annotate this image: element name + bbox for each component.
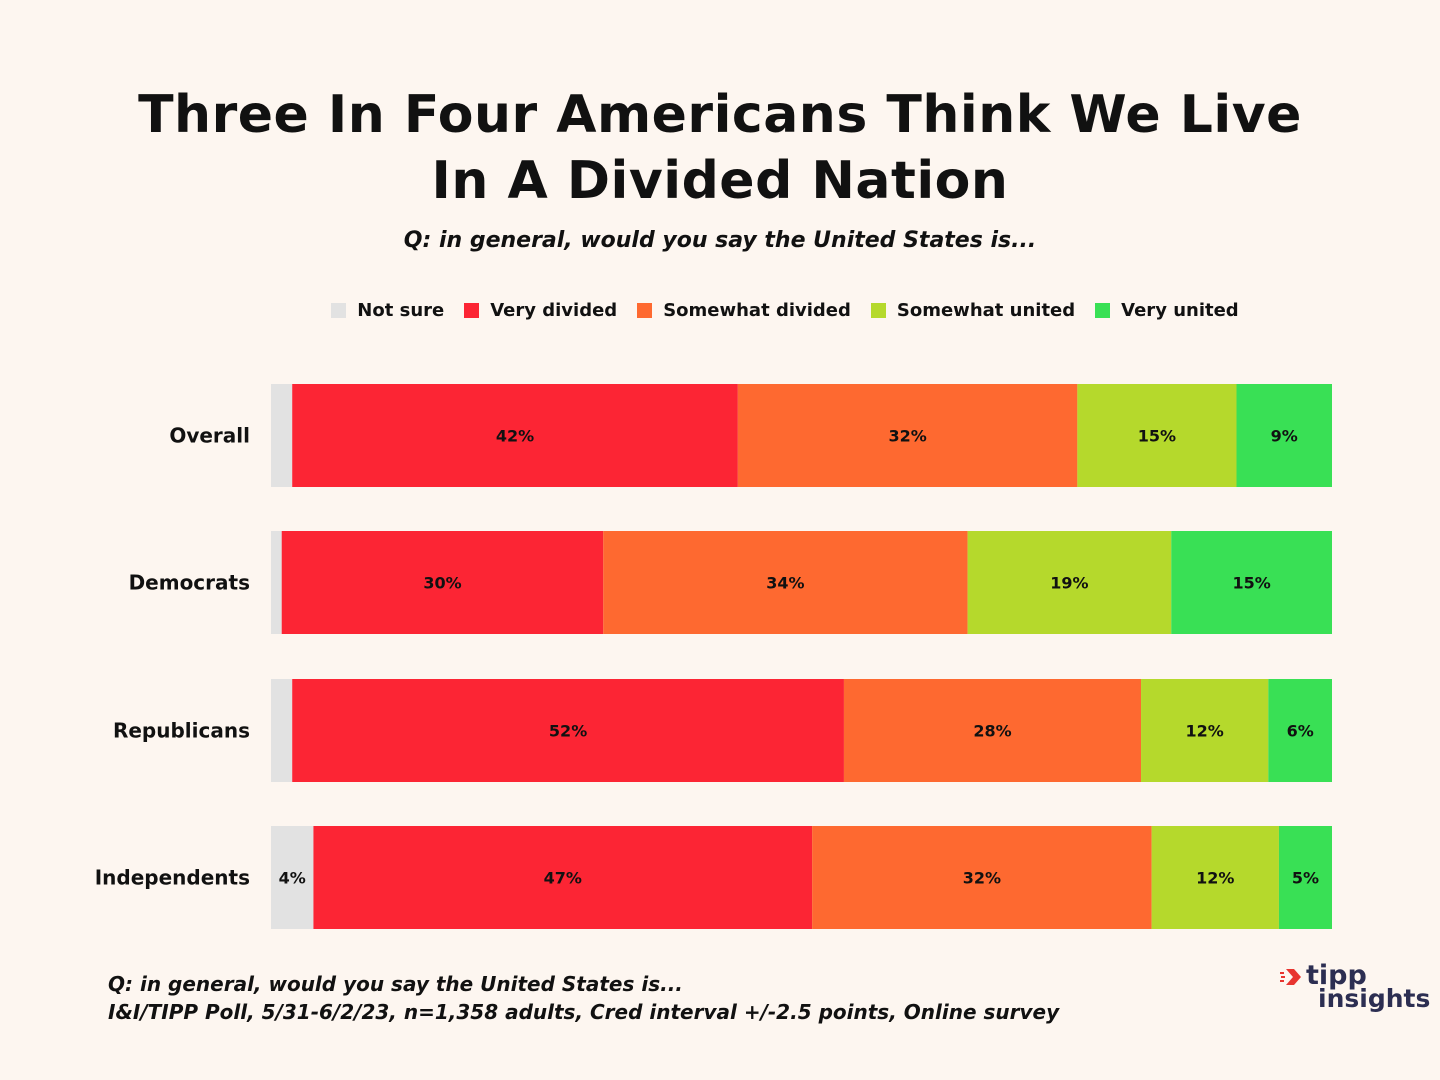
legend-swatch xyxy=(331,303,347,318)
category-label-democrats: Democrats xyxy=(129,571,250,595)
data-label: 32% xyxy=(963,869,1001,888)
bar-segment-overall-very-divided xyxy=(292,384,738,487)
legend-label: Somewhat united xyxy=(896,300,1076,321)
bar-segment-overall-somewhat-divided xyxy=(737,384,1078,487)
legend-swatch xyxy=(1095,303,1111,318)
bar-segment-overall-not-sure xyxy=(271,384,293,487)
bar-segment-democrats-somewhat-divided xyxy=(603,531,968,634)
bar-segment-overall-very-united xyxy=(1236,384,1332,487)
legend-label: Very united xyxy=(1121,300,1239,321)
chart-title: Three In Four Americans Think We Live In… xyxy=(138,85,1302,211)
data-label: 5% xyxy=(1292,869,1319,888)
data-label: 9% xyxy=(1271,427,1298,446)
legend-swatch xyxy=(870,303,886,318)
legend-label: Very divided xyxy=(490,300,618,321)
legend-item-somewhat-divided: Somewhat divided xyxy=(637,300,851,321)
footnote: Q: in general, would you say the United … xyxy=(108,970,1059,1026)
legend-label: Somewhat divided xyxy=(663,300,851,321)
bar-segment-overall-somewhat-united xyxy=(1077,384,1237,487)
bar-segment-republicans-very-divided xyxy=(292,679,844,782)
tipp-insights-logo: tipp insights xyxy=(1278,960,1431,1016)
bar-segment-democrats-not-sure xyxy=(271,531,282,634)
bar-segment-republicans-somewhat-united xyxy=(1141,679,1269,782)
data-label: 4% xyxy=(279,869,306,888)
data-label: 15% xyxy=(1138,427,1176,446)
legend-swatch xyxy=(637,303,653,318)
data-label: 47% xyxy=(544,869,582,888)
bar-segment-independents-not-sure xyxy=(271,826,314,929)
legend-item-very-united: Very united xyxy=(1095,300,1239,321)
data-label: 42% xyxy=(496,427,534,446)
data-label: 34% xyxy=(766,574,804,593)
data-label: 32% xyxy=(888,427,926,446)
data-label: 15% xyxy=(1232,574,1270,593)
bar-segment-independents-very-divided xyxy=(313,826,813,929)
chart-subtitle: Q: in general, would you say the United … xyxy=(403,228,1037,253)
data-label: 12% xyxy=(1196,869,1234,888)
bar-segment-independents-very-united xyxy=(1278,826,1332,929)
data-label: 19% xyxy=(1050,574,1088,593)
bar-segment-democrats-very-divided xyxy=(281,531,604,634)
legend-item-somewhat-united: Somewhat united xyxy=(870,300,1076,321)
footnote-source: I&I/TIPP Poll, 5/31-6/2/23, n=1,358 adul… xyxy=(108,1000,1060,1024)
legend-item-not-sure: Not sure xyxy=(331,300,444,321)
data-label: 12% xyxy=(1186,722,1224,741)
legend-swatch xyxy=(464,303,480,318)
bar-segment-republicans-not-sure xyxy=(271,679,293,782)
category-label-republicans: Republicans xyxy=(113,719,250,743)
legend: Not sure Very divided Somewhat divided Some… xyxy=(0,300,1440,321)
logo-word-tipp: tipp xyxy=(1306,960,1367,991)
bar-segment-democrats-somewhat-united xyxy=(967,531,1172,634)
footnote-question: Q: in general, would you say the United … xyxy=(108,972,683,996)
logo-arrow-icon xyxy=(1280,969,1301,985)
logo-word-insights: insights xyxy=(1318,984,1431,1013)
data-label: 6% xyxy=(1287,722,1314,741)
bar-segment-independents-somewhat-united xyxy=(1151,826,1279,929)
bar-segment-republicans-very-united xyxy=(1268,679,1332,782)
data-label: 28% xyxy=(973,722,1011,741)
data-label: 52% xyxy=(549,722,587,741)
legend-label: Not sure xyxy=(357,300,445,321)
bar-segment-republicans-somewhat-divided xyxy=(843,679,1142,782)
bar-segment-independents-somewhat-divided xyxy=(812,826,1152,929)
category-label-overall: Overall xyxy=(169,424,250,448)
legend-item-very-divided: Very divided xyxy=(464,300,617,321)
category-label-independents: Independents xyxy=(95,866,250,890)
data-label: 30% xyxy=(423,574,461,593)
bar-segment-democrats-very-united xyxy=(1171,531,1332,634)
